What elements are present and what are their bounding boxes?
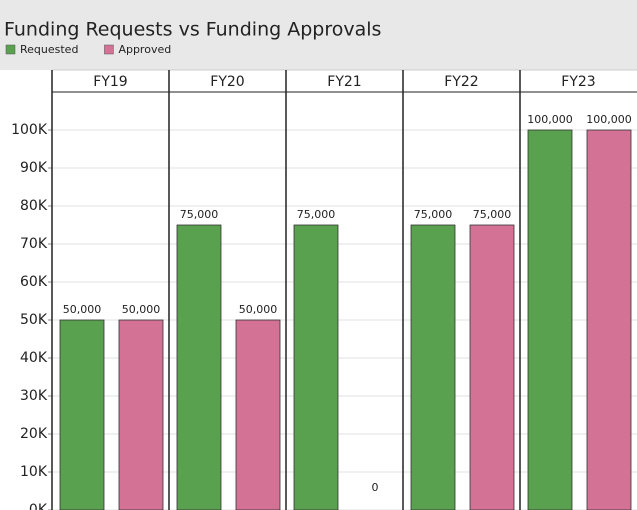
y-tick-label: 60K — [20, 274, 48, 290]
bar — [176, 224, 222, 510]
bar — [586, 129, 632, 510]
value-label: 100,000 — [527, 113, 573, 126]
value-label: 100,000 — [586, 113, 632, 126]
y-tick-label: 30K — [20, 388, 48, 404]
y-tick-label: 10K — [20, 464, 48, 480]
bar — [469, 224, 515, 510]
y-tick-label: 80K — [20, 198, 48, 214]
legend-swatch — [104, 44, 114, 55]
bar — [527, 129, 573, 510]
value-label: 75,000 — [180, 208, 219, 221]
value-label: 0 — [372, 481, 379, 494]
y-tick-label: 70K — [20, 236, 48, 252]
bar — [410, 224, 456, 510]
y-tick-label: 50K — [20, 312, 48, 328]
bar — [59, 319, 105, 510]
value-label: 50,000 — [122, 303, 161, 316]
y-tick-label: 40K — [20, 350, 48, 366]
chart-title: Funding Requests vs Funding Approvals — [4, 19, 381, 41]
bar — [118, 319, 164, 510]
value-label: 50,000 — [63, 303, 102, 316]
value-label: 75,000 — [473, 208, 512, 221]
column-header: FY20 — [210, 74, 244, 90]
bar — [235, 319, 281, 510]
y-tick-label: 20K — [20, 426, 48, 442]
y-tick-label: 0K — [29, 502, 48, 510]
title-bar — [0, 0, 637, 70]
value-label: 50,000 — [239, 303, 278, 316]
bar — [293, 224, 339, 510]
value-label: 75,000 — [414, 208, 453, 221]
column-header: FY22 — [444, 74, 478, 90]
legend-label: Approved — [118, 43, 171, 56]
column-header: FY21 — [327, 74, 361, 90]
legend-swatch — [5, 44, 16, 55]
y-tick-label: 90K — [20, 160, 48, 176]
column-header: FY23 — [561, 74, 595, 90]
value-label: 75,000 — [297, 208, 336, 221]
y-tick-label: 100K — [11, 122, 48, 138]
column-header: FY19 — [93, 74, 127, 90]
legend-label: Requested — [20, 43, 78, 56]
